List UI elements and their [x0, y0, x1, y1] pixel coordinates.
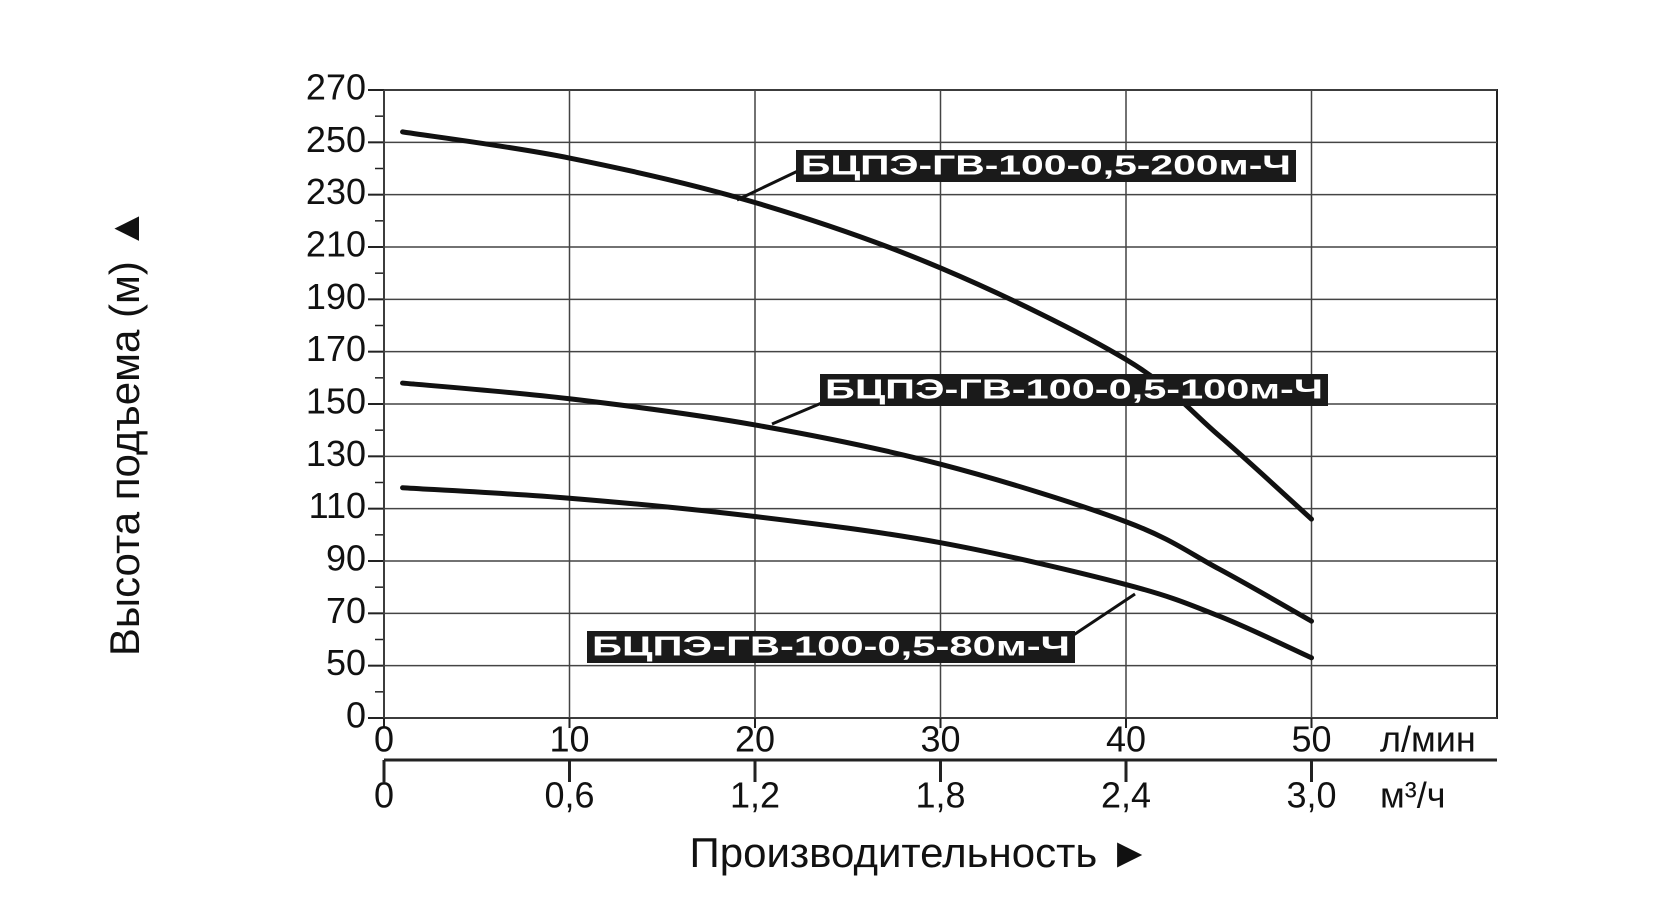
x2-tick-label: 0,6: [544, 775, 594, 816]
curve: [400, 380, 1314, 624]
curve: [400, 129, 1314, 522]
y-tick-label: 250: [306, 119, 366, 160]
x-tick-label: 10: [549, 719, 589, 760]
y-tick-label: 190: [306, 276, 366, 317]
x-tick-label: 0: [374, 719, 394, 760]
curve: [400, 485, 1314, 661]
x2-tick-label: 2,4: [1101, 775, 1151, 816]
leader-line: [771, 400, 825, 426]
leader-line: [736, 168, 801, 202]
x-axis-title: Производительность ►: [690, 829, 1151, 876]
label-box: [796, 150, 1296, 182]
curve-label: БЦПЭ-ГВ-100-0,5-100м-Ч: [825, 373, 1323, 404]
x-unit: л/мин: [1380, 719, 1476, 760]
x2-unit: м³/ч: [1380, 775, 1446, 816]
x2-tick-label: 1,2: [730, 775, 780, 816]
curve-label: БЦПЭ-ГВ-100-0,5-200м-Ч: [801, 149, 1291, 180]
x-tick-label: 50: [1291, 719, 1331, 760]
y-tick-label: 230: [306, 171, 366, 212]
curve-label: БЦПЭ-ГВ-100-0,5-80м-Ч: [592, 630, 1070, 661]
x-tick-label: 20: [735, 719, 775, 760]
x-tick-label: 40: [1106, 719, 1146, 760]
y-axis-title: Высота подъема (м) ▲: [101, 208, 148, 656]
x-tick-label: 30: [920, 719, 960, 760]
x2-tick-label: 1,8: [915, 775, 965, 816]
y-tick-label: 110: [309, 485, 366, 526]
y-tick-label: 0: [346, 695, 366, 736]
x2-tick-label: 3,0: [1286, 775, 1336, 816]
label-box: [587, 631, 1075, 663]
y-tick-label: 270: [306, 67, 366, 108]
y-tick-label: 170: [306, 328, 366, 369]
y-tick-label: 130: [306, 433, 366, 474]
leader-line: [1071, 592, 1136, 638]
label-box: [820, 374, 1328, 406]
y-tick-label: 210: [306, 224, 366, 265]
y-tick-label: 90: [326, 538, 366, 579]
y-tick-label: 70: [326, 590, 366, 631]
x2-tick-label: 0: [374, 775, 394, 816]
y-tick-label: 150: [306, 381, 366, 422]
y-tick-label: 50: [326, 642, 366, 683]
